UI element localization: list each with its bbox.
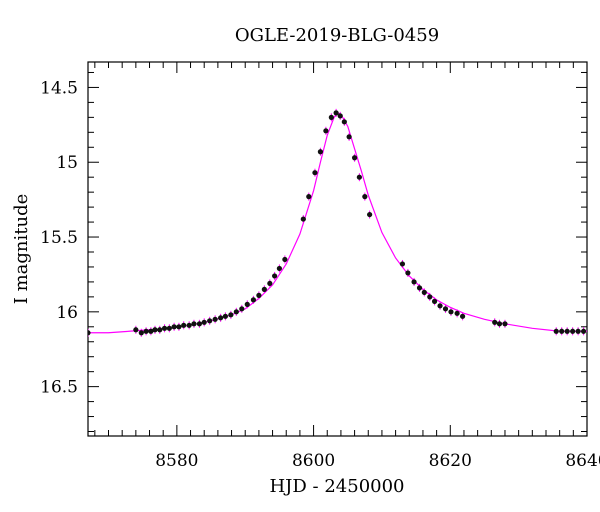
data-point — [239, 306, 245, 312]
data-point — [442, 306, 449, 312]
data-point — [148, 328, 154, 334]
data-point — [328, 114, 334, 120]
data-point — [362, 194, 368, 200]
data-point — [272, 273, 278, 279]
data-point — [181, 322, 187, 328]
data-point — [323, 128, 329, 134]
data-point — [176, 324, 182, 330]
x-tick-label: 8640 — [565, 451, 600, 471]
data-point — [300, 216, 306, 222]
data-point — [157, 327, 163, 333]
axis-ticks — [88, 62, 588, 436]
y-tick-label: 14.5 — [40, 78, 78, 98]
tick-labels: 8580 8600 8620 8640 14.5 15 15.5 16 16.5 — [40, 78, 600, 471]
data-point — [459, 313, 466, 319]
data-point — [222, 313, 228, 319]
data-point — [138, 330, 144, 336]
y-axis-label: I magnitude — [11, 194, 32, 305]
data-point — [333, 110, 339, 116]
data-point — [207, 318, 213, 324]
data-points — [88, 108, 587, 337]
x-tick-label: 8580 — [155, 451, 198, 471]
data-point — [411, 279, 417, 285]
data-point — [233, 309, 239, 315]
data-point — [427, 294, 433, 300]
y-tick-label: 15.5 — [40, 228, 78, 248]
data-point — [143, 328, 149, 334]
data-point — [228, 312, 234, 318]
data-point — [88, 330, 91, 336]
x-axis-label: HJD - 2450000 — [269, 476, 404, 497]
data-point — [575, 328, 581, 334]
x-tick-label: 8620 — [429, 451, 472, 471]
data-point — [186, 322, 192, 328]
data-point — [152, 327, 158, 333]
data-point — [196, 321, 203, 327]
data-point — [312, 170, 318, 176]
data-point — [267, 280, 273, 287]
data-point — [191, 321, 197, 327]
data-point — [367, 211, 373, 218]
data-point — [201, 319, 207, 325]
data-point — [570, 328, 576, 334]
data-point — [399, 261, 406, 267]
data-point — [405, 270, 411, 276]
data-point — [346, 134, 352, 140]
data-point — [341, 119, 347, 125]
data-point — [218, 315, 224, 321]
data-point — [553, 328, 559, 334]
data-point — [161, 325, 168, 331]
data-point — [171, 324, 177, 330]
data-point — [502, 321, 508, 327]
data-point — [421, 289, 427, 295]
y-tick-label: 15 — [56, 153, 78, 173]
data-point — [351, 155, 358, 161]
y-tick-label: 16 — [56, 303, 78, 323]
data-point — [437, 303, 443, 309]
data-point — [356, 174, 362, 180]
data-point — [448, 309, 454, 315]
data-point — [492, 319, 498, 325]
data-point — [431, 298, 438, 304]
data-point — [261, 286, 267, 292]
data-point — [306, 194, 312, 200]
plot-frame — [87, 61, 588, 437]
data-point — [416, 285, 423, 291]
model-curve — [88, 112, 587, 334]
data-point — [454, 310, 460, 316]
data-point — [337, 113, 343, 119]
data-point — [212, 316, 218, 322]
x-tick-label: 8600 — [292, 451, 335, 471]
data-point — [256, 292, 262, 298]
chart-title: OGLE-2019-BLG-0459 — [235, 25, 439, 46]
data-point — [133, 327, 139, 333]
data-point — [496, 321, 503, 327]
data-point — [282, 256, 288, 263]
data-point — [276, 265, 282, 272]
data-point — [244, 301, 250, 307]
data-point — [317, 149, 324, 155]
data-point — [559, 328, 565, 334]
data-point — [564, 328, 570, 334]
data-point — [166, 325, 172, 331]
data-point — [250, 297, 257, 303]
data-point — [580, 328, 587, 334]
y-tick-label: 16.5 — [40, 378, 78, 398]
